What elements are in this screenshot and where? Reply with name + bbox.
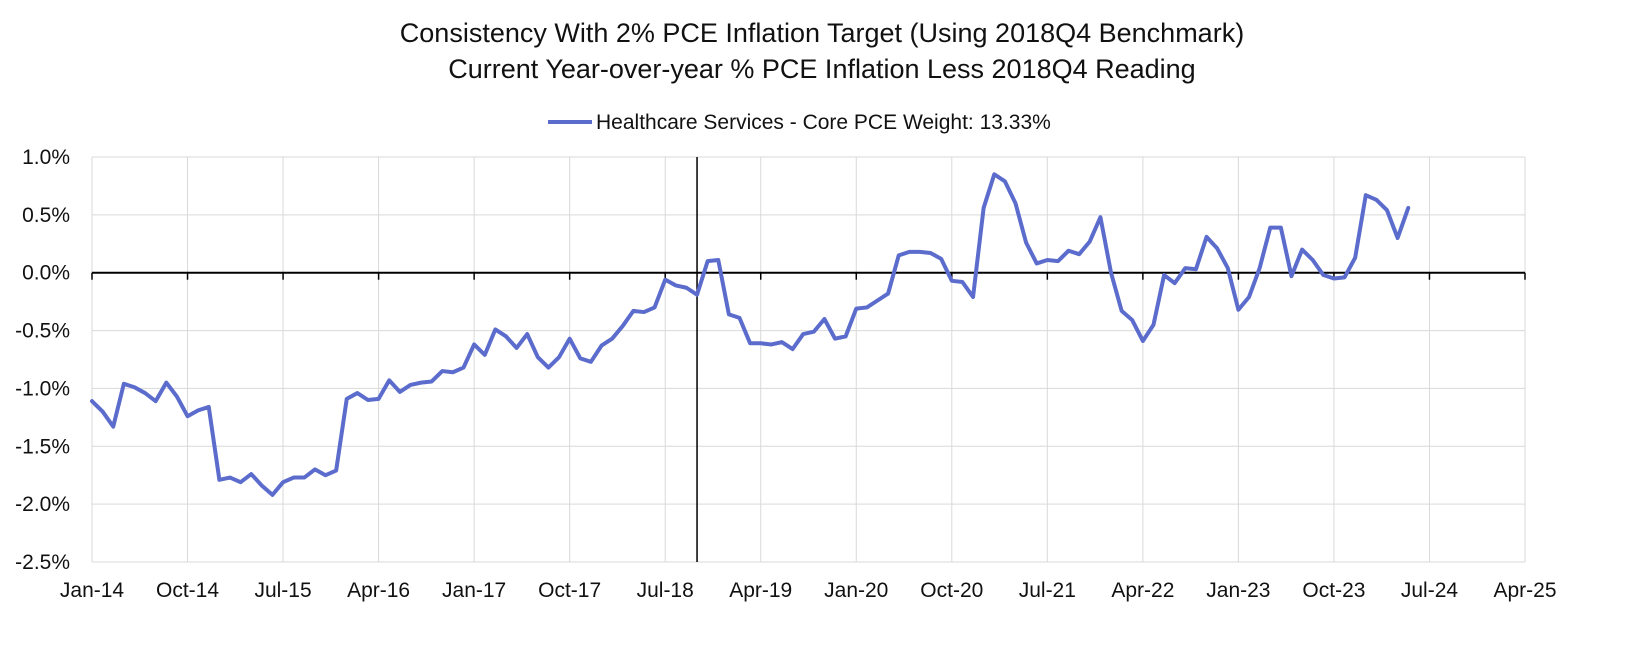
x-tick-label: Oct-17 (538, 579, 601, 602)
y-tick-label: -1.5% (15, 435, 70, 458)
axes (91, 157, 1526, 562)
tick-labels: 1.0% 0.5% 0.0% -0.5% -1.0% -1.5% -2.0% -2.5% Jan… (15, 146, 1556, 602)
y-tick-label: -2.5% (15, 551, 70, 574)
series-line-healthcare-services (90, 172, 1411, 497)
x-tick-label: Jan-23 (1206, 579, 1270, 602)
x-tick-label: Oct-20 (920, 579, 983, 602)
series-layer (90, 172, 1411, 497)
y-tick-label: 1.0% (22, 146, 70, 169)
x-tick-label: Jan-20 (824, 579, 888, 602)
x-tick-label: Jan-17 (442, 579, 506, 602)
y-tick-label: -2.0% (15, 493, 70, 516)
x-tick-label: Apr-19 (729, 579, 792, 602)
x-tick-label: Jul-18 (637, 579, 694, 602)
y-tick-label: 0.0% (22, 262, 70, 285)
x-tick-label: Jul-15 (254, 579, 311, 602)
x-tick-label: Oct-23 (1302, 579, 1365, 602)
x-tick-label: Jul-21 (1019, 579, 1076, 602)
legend: Healthcare Services - Core PCE Weight: 1… (548, 111, 1051, 134)
y-tick-label: -1.0% (15, 377, 70, 400)
chart-subtitle: Current Year-over-year % PCE Inflation L… (448, 54, 1195, 84)
x-tick-label: Apr-22 (1111, 579, 1174, 602)
y-tick-label: -0.5% (15, 320, 70, 343)
x-tick-label: Apr-16 (347, 579, 410, 602)
x-tick-label: Oct-14 (156, 579, 219, 602)
x-tick-label: Jan-14 (60, 579, 125, 602)
x-tick-label: Apr-25 (1493, 579, 1556, 602)
x-tick-label: Jul-24 (1401, 579, 1459, 602)
legend-label: Healthcare Services - Core PCE Weight: 1… (596, 111, 1051, 134)
chart-title: Consistency With 2% PCE Inflation Target… (400, 18, 1244, 48)
gridlines (91, 156, 1526, 563)
y-tick-label: 0.5% (22, 204, 70, 227)
